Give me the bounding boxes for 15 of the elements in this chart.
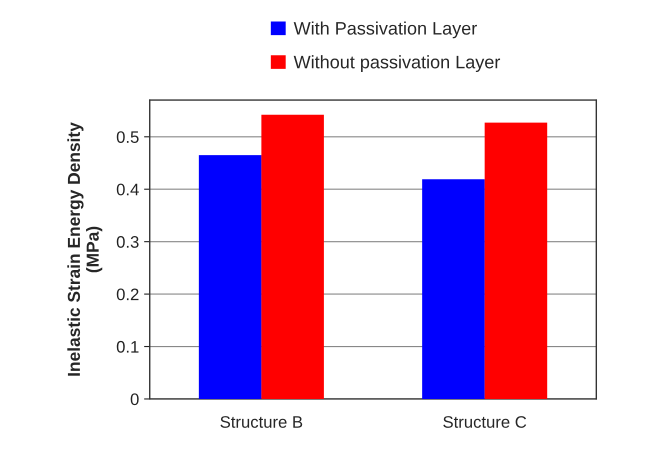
bar (261, 114, 324, 399)
x-tick-label: Structure B (220, 416, 302, 428)
y-tick-label: 0.1 (116, 340, 138, 353)
y-axis-title: Inelastic Strain Energy Density (MPa) (67, 122, 102, 376)
legend-label: With Passivation Layer (294, 21, 477, 38)
bar (198, 155, 262, 399)
legend-label: Without passivation Layer (294, 55, 500, 72)
y-tick-label: 0.3 (116, 236, 139, 248)
x-tick-label: Structure C (443, 416, 526, 428)
bar (422, 179, 485, 399)
y-tick-label: 0.5 (116, 131, 139, 143)
bar (484, 122, 548, 399)
y-tick-label: 0.4 (116, 184, 139, 196)
y-tick-label: 0.2 (116, 288, 138, 300)
y-tick-label: 0 (130, 393, 139, 406)
